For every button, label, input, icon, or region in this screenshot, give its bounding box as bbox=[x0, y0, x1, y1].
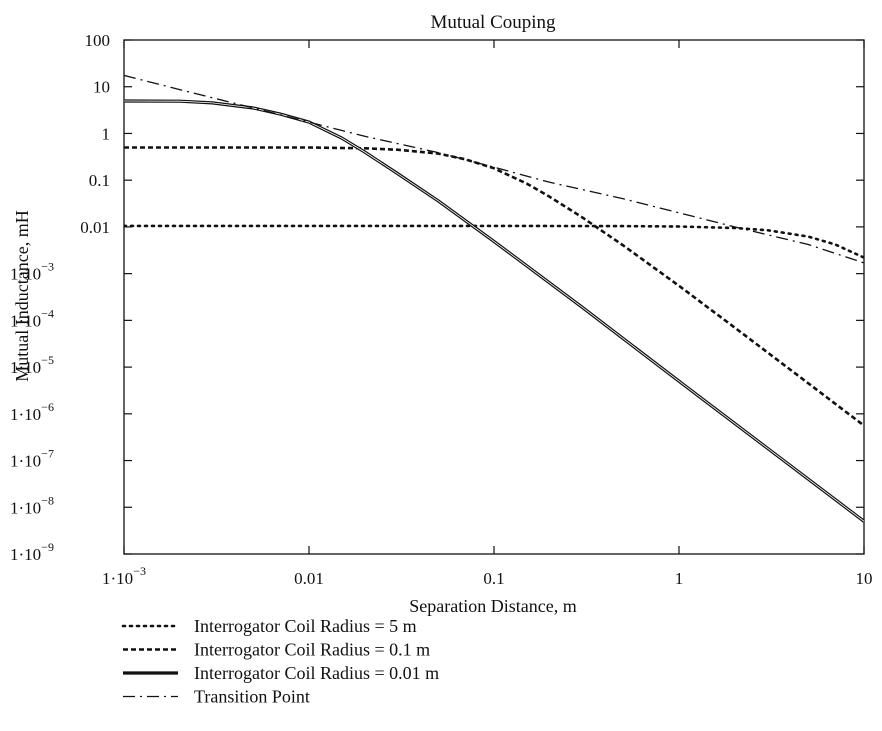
y-tick-labels: 100 10 1 0.1 0.01 1·10−3 1·10−4 1·10−5 1·10−6 1·1… bbox=[10, 31, 110, 564]
legend-label: Interrogator Coil Radius = 0.01 m bbox=[194, 663, 439, 683]
chart-title: Mutual Couping bbox=[430, 12, 556, 33]
x-axis-title: Separation Distance, m bbox=[409, 596, 576, 616]
series-line-dotted bbox=[124, 224, 864, 259]
x-tick-label: 1 bbox=[675, 569, 684, 588]
series-layer bbox=[124, 74, 864, 523]
y-tick-label: 1·10−5 bbox=[10, 353, 54, 377]
y-tick-label: 1·10−4 bbox=[10, 306, 54, 330]
y-tick-label: 1·10−7 bbox=[10, 447, 54, 471]
legend: Interrogator Coil Radius = 5 m Interrogat… bbox=[121, 616, 439, 707]
legend-label: Transition Point bbox=[194, 687, 310, 707]
y-tick-label: 0.1 bbox=[89, 171, 110, 190]
y-tick-label: 10 bbox=[93, 78, 110, 97]
plot-axes bbox=[123, 39, 865, 555]
y-tick-label: 1·10−3 bbox=[10, 260, 54, 284]
series-line-solid bbox=[124, 99, 864, 523]
x-tick-label: 1·10−3 bbox=[102, 564, 146, 588]
x-tick-label: 10 bbox=[856, 569, 873, 588]
x-tick-label: 0.01 bbox=[294, 569, 324, 588]
legend-label: Interrogator Coil Radius = 5 m bbox=[194, 616, 417, 636]
y-tick-label: 100 bbox=[85, 31, 111, 50]
legend-label: Interrogator Coil Radius = 0.1 m bbox=[194, 640, 430, 660]
x-tick-labels: 1·10−3 0.01 0.1 1 10 bbox=[102, 564, 872, 588]
y-tick-label: 1·10−9 bbox=[10, 540, 54, 564]
y-tick-label: 1·10−8 bbox=[10, 493, 54, 517]
series-line-solid-inner bbox=[124, 100, 864, 522]
plot-frame bbox=[123, 39, 865, 555]
x-tick-label: 0.1 bbox=[483, 569, 504, 588]
series-line-dashdot bbox=[124, 74, 864, 264]
series-line-dashed bbox=[124, 146, 864, 427]
y-tick-label: 1·10−6 bbox=[10, 400, 54, 424]
y-axis-title: Mutual Inductance, mH bbox=[12, 210, 32, 381]
y-tick-label: 1 bbox=[102, 124, 111, 143]
y-tick-label: 0.01 bbox=[80, 218, 110, 237]
